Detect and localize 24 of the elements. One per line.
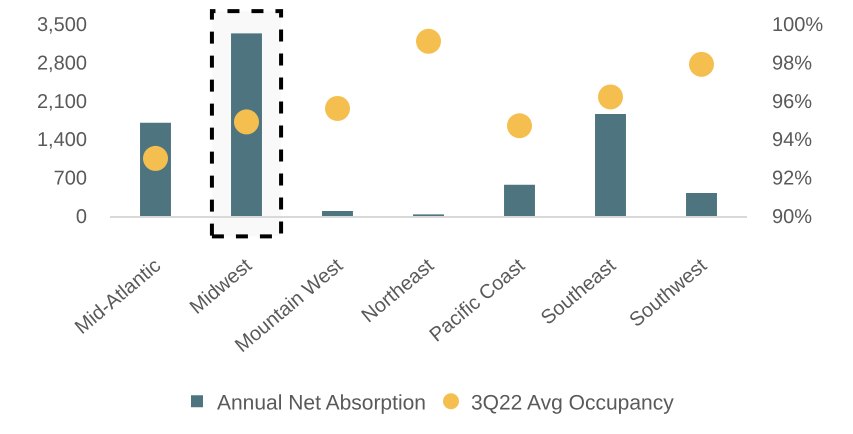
point [507,113,532,138]
y2-tick-label: 90% [772,206,812,228]
point [325,96,350,121]
y-tick-label: 2,800 [36,52,87,74]
point [234,109,259,134]
point [598,84,623,110]
bar [595,114,626,216]
y2-tick-label: 98% [772,52,812,74]
y2-tick-label: 94% [772,129,812,152]
y-tick-label: 1,400 [36,129,87,152]
bar [504,184,535,216]
y-tick-label: 0 [76,206,87,228]
legend-label: 3Q22 Avg Occupancy [470,391,674,414]
y2-tick-label: 92% [772,168,812,190]
bar [322,211,353,216]
y2-tick-label: 96% [772,90,812,113]
legend-label: Annual Net Absorption [217,391,426,414]
y-tick-label: 700 [54,168,87,190]
point [416,28,441,54]
bar [686,192,717,216]
y-tick-label: 2,100 [36,90,87,113]
point [689,52,714,77]
y-tick-label: 3,500 [36,14,87,36]
y2-tick-label: 100% [772,14,824,36]
